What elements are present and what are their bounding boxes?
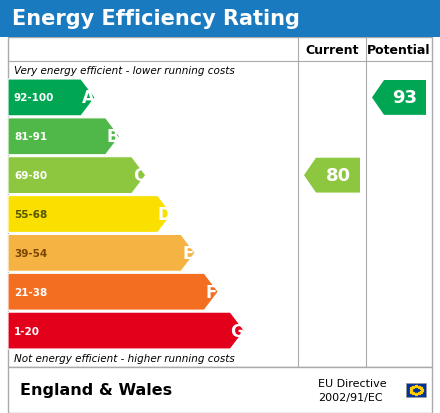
Polygon shape <box>8 312 244 349</box>
Text: G: G <box>231 322 244 340</box>
Text: Potential: Potential <box>367 43 431 56</box>
Polygon shape <box>8 274 218 311</box>
Bar <box>8 367 432 413</box>
Text: 21-38: 21-38 <box>14 287 47 297</box>
Text: F: F <box>205 283 217 301</box>
Polygon shape <box>8 157 146 194</box>
Text: 80: 80 <box>326 167 351 185</box>
Text: D: D <box>158 206 172 223</box>
Text: A: A <box>81 89 95 107</box>
Text: England & Wales: England & Wales <box>20 382 172 398</box>
Text: Current: Current <box>305 43 359 56</box>
Text: E: E <box>182 244 194 262</box>
Text: 39-54: 39-54 <box>14 248 47 258</box>
Text: 69-80: 69-80 <box>14 171 47 181</box>
Text: Very energy efficient - lower running costs: Very energy efficient - lower running co… <box>14 66 235 76</box>
Bar <box>406 383 426 397</box>
Text: 1-20: 1-20 <box>14 326 40 336</box>
Text: EU Directive: EU Directive <box>318 378 387 388</box>
Text: 93: 93 <box>392 89 418 107</box>
Text: 2002/91/EC: 2002/91/EC <box>318 392 383 402</box>
Bar <box>8 38 432 367</box>
Polygon shape <box>8 119 120 155</box>
Polygon shape <box>8 80 95 116</box>
Polygon shape <box>8 196 172 233</box>
Bar <box>0 0 440 38</box>
Polygon shape <box>304 158 360 193</box>
Text: B: B <box>106 128 119 146</box>
Text: Energy Efficiency Rating: Energy Efficiency Rating <box>12 9 300 29</box>
Polygon shape <box>372 81 426 116</box>
Text: 92-100: 92-100 <box>14 93 55 103</box>
Text: 81-91: 81-91 <box>14 132 47 142</box>
Polygon shape <box>8 235 195 272</box>
Text: Not energy efficient - higher running costs: Not energy efficient - higher running co… <box>14 353 235 363</box>
Text: C: C <box>132 167 145 185</box>
Text: 55-68: 55-68 <box>14 209 47 219</box>
